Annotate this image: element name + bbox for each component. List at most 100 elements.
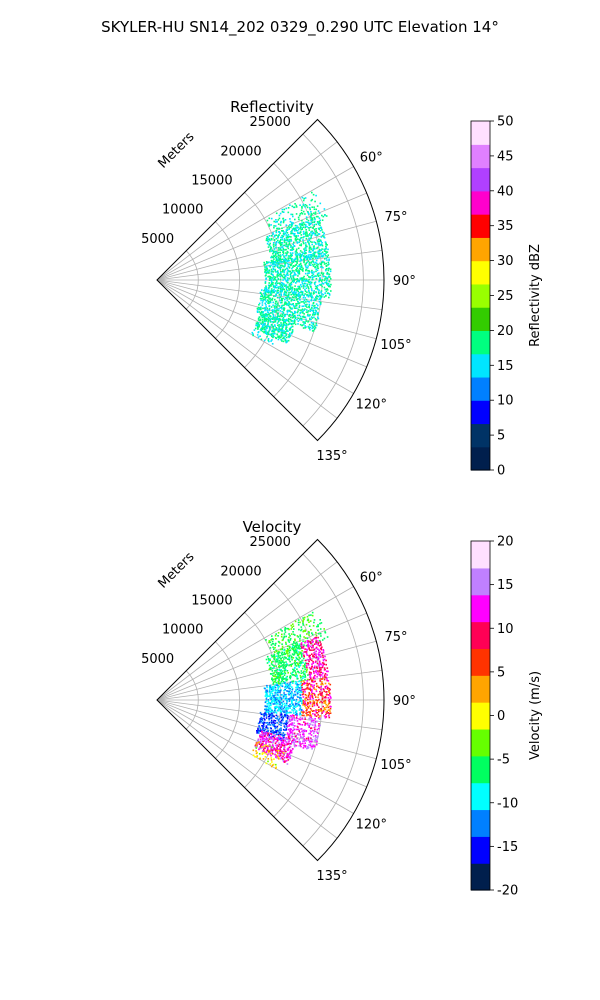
echo-point: [288, 686, 290, 688]
echo-point: [308, 654, 310, 657]
echo-point: [305, 707, 307, 709]
echo-point: [280, 698, 283, 701]
echo-point: [285, 760, 288, 762]
echo-point: [299, 706, 302, 709]
echo-point: [297, 621, 300, 624]
echo-point: [320, 227, 323, 229]
echo-point: [314, 326, 317, 329]
echo-point: [292, 313, 294, 316]
echo-point: [285, 239, 287, 242]
echo-point: [316, 231, 318, 234]
echo-point: [301, 656, 303, 658]
colorbar-tick-label: 5: [497, 665, 505, 680]
echo-point: [277, 682, 280, 685]
echo-point: [288, 753, 291, 755]
echo-point: [279, 721, 281, 723]
echo-point: [310, 295, 313, 297]
echo-point: [283, 715, 286, 717]
echo-point: [300, 301, 303, 303]
echo-point: [278, 319, 281, 322]
echo-point: [289, 707, 291, 709]
echo-point: [301, 213, 304, 215]
echo-point: [256, 742, 259, 744]
azimuth-gridline: [156, 561, 338, 701]
echo-point: [307, 240, 309, 242]
echo-point: [280, 705, 282, 707]
echo-point: [278, 679, 280, 682]
echo-point: [307, 272, 309, 275]
echo-point: [308, 229, 311, 231]
echo-point: [281, 661, 284, 663]
echo-point: [305, 714, 308, 717]
echo-point: [272, 735, 275, 738]
echo-point: [263, 324, 266, 326]
echo-point: [287, 255, 290, 257]
echo-point: [311, 317, 314, 319]
echo-point: [310, 691, 313, 694]
echo-point: [317, 725, 320, 727]
echo-point: [329, 695, 332, 698]
echo-point: [288, 259, 290, 262]
echo-point: [304, 249, 306, 251]
echo-point: [315, 228, 317, 230]
echo-point: [299, 278, 301, 281]
echo-point: [273, 286, 276, 289]
echo-point: [265, 237, 268, 240]
echo-point: [316, 273, 319, 275]
azimuth-tick-label: 60°: [360, 570, 383, 585]
echo-point: [292, 748, 294, 750]
echo-point: [268, 261, 270, 263]
echo-point: [299, 621, 301, 624]
echo-point: [264, 266, 266, 268]
echo-point: [273, 317, 275, 320]
echo-point: [328, 294, 331, 296]
echo-point: [310, 721, 313, 723]
echo-point: [325, 670, 328, 673]
echo-point: [285, 273, 288, 276]
echo-point: [308, 283, 311, 286]
echo-point: [303, 676, 306, 678]
echo-point: [263, 750, 265, 752]
echo-point: [304, 206, 306, 208]
echo-point: [291, 223, 294, 226]
echo-point: [268, 279, 271, 281]
echo-point: [290, 300, 293, 302]
echo-point: [283, 330, 285, 332]
echo-point: [258, 726, 261, 728]
echo-point: [264, 732, 266, 734]
echo-point: [325, 242, 327, 245]
echo-point: [281, 211, 284, 213]
echo-point: [317, 653, 320, 655]
echo-point: [315, 643, 318, 645]
echo-point: [283, 308, 285, 311]
echo-point: [276, 672, 278, 674]
echo-point: [317, 642, 320, 644]
echo-point: [292, 724, 294, 727]
echo-point: [281, 301, 283, 304]
echo-point: [318, 233, 321, 235]
echo-point: [323, 208, 326, 210]
echo-point: [317, 624, 319, 626]
echo-point: [274, 748, 276, 750]
echo-point: [296, 688, 299, 691]
echo-point: [285, 323, 288, 325]
echo-point: [309, 314, 311, 316]
echo-point: [288, 284, 291, 286]
echo-point: [321, 654, 324, 657]
echo-point: [273, 747, 276, 749]
echo-point: [301, 693, 304, 696]
echo-point: [308, 290, 310, 293]
echo-point: [261, 744, 264, 746]
echo-point: [272, 729, 274, 732]
echo-point: [304, 744, 307, 747]
echo-point: [301, 717, 304, 719]
echo-point: [279, 648, 282, 651]
echo-point: [292, 265, 295, 267]
echo-point: [314, 257, 317, 259]
echo-point: [318, 283, 321, 286]
echo-point: [303, 644, 305, 646]
echo-point: [291, 714, 294, 716]
echo-point: [259, 730, 262, 732]
echo-point: [284, 683, 287, 685]
echo-point: [321, 251, 324, 253]
